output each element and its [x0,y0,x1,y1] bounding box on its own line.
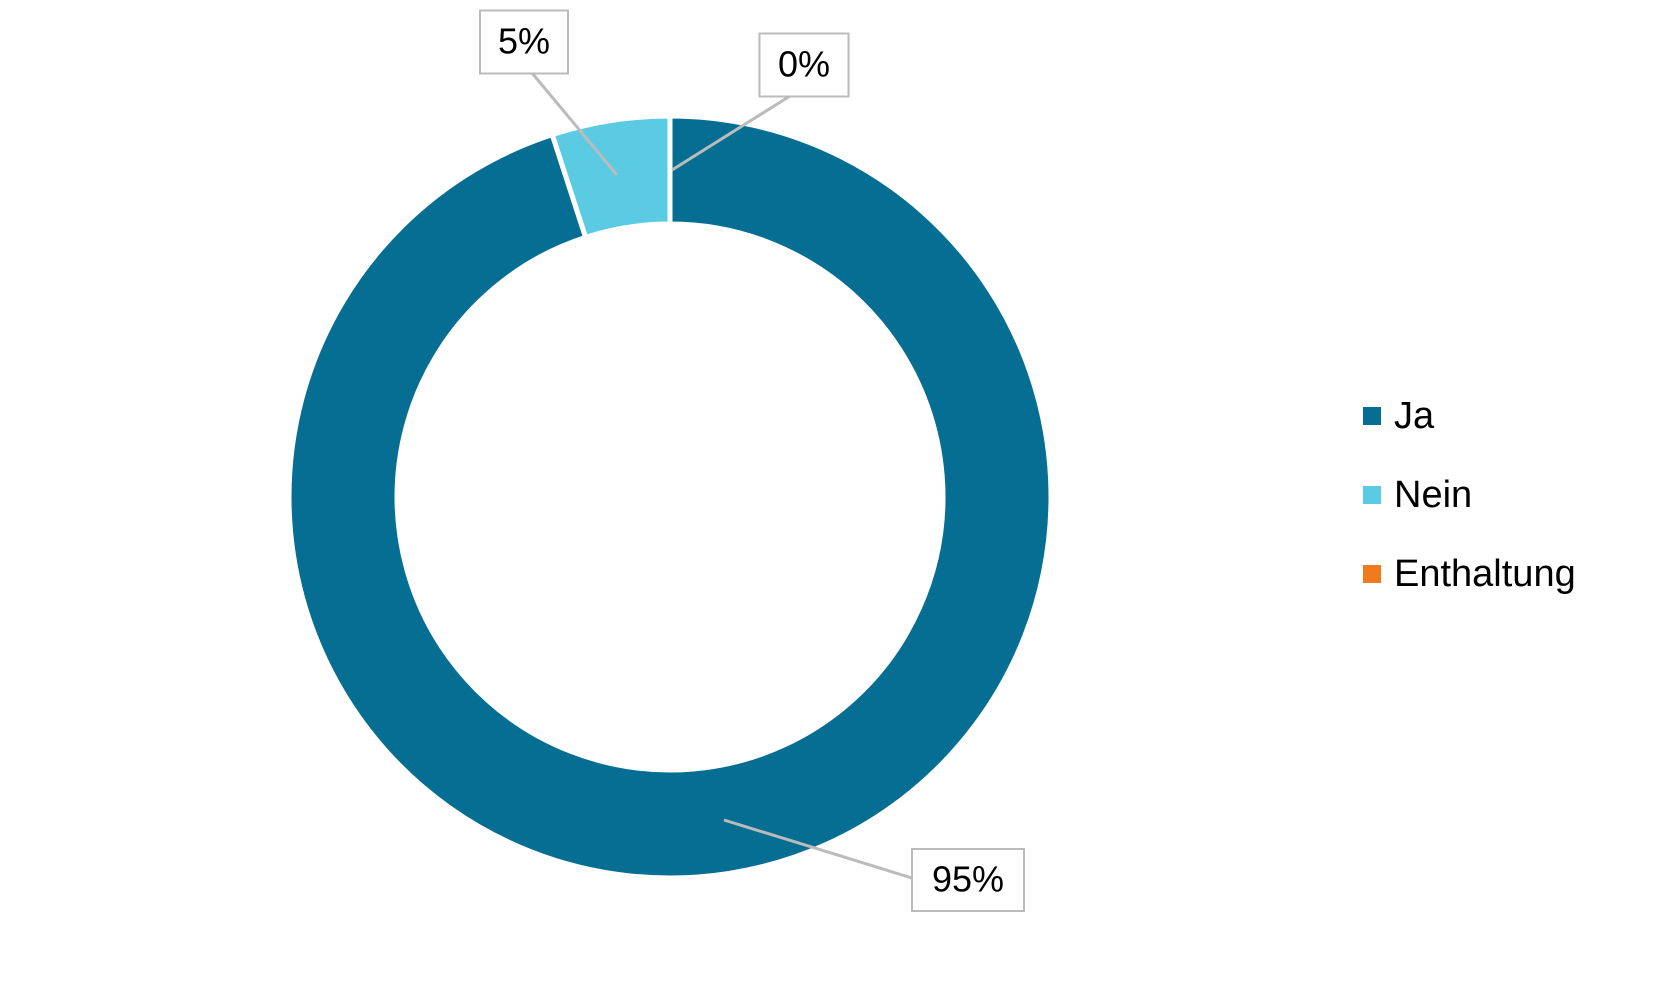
donut-segment [286,113,1054,881]
legend-label: Enthaltung [1394,553,1576,595]
legend-label: Ja [1394,395,1435,437]
data-label: 95% [932,859,1004,900]
label-box [758,32,850,98]
legend-label: Nein [1394,474,1472,516]
legend-swatch [1363,565,1381,583]
label-box [479,9,569,75]
label-box [911,848,1025,912]
leader-line [671,94,791,172]
leader-line [723,818,913,880]
data-label: 0% [778,44,830,85]
leader-line [530,72,619,176]
legend-swatch [1363,407,1381,425]
data-label: 5% [498,21,550,62]
legend-swatch [1363,486,1381,504]
